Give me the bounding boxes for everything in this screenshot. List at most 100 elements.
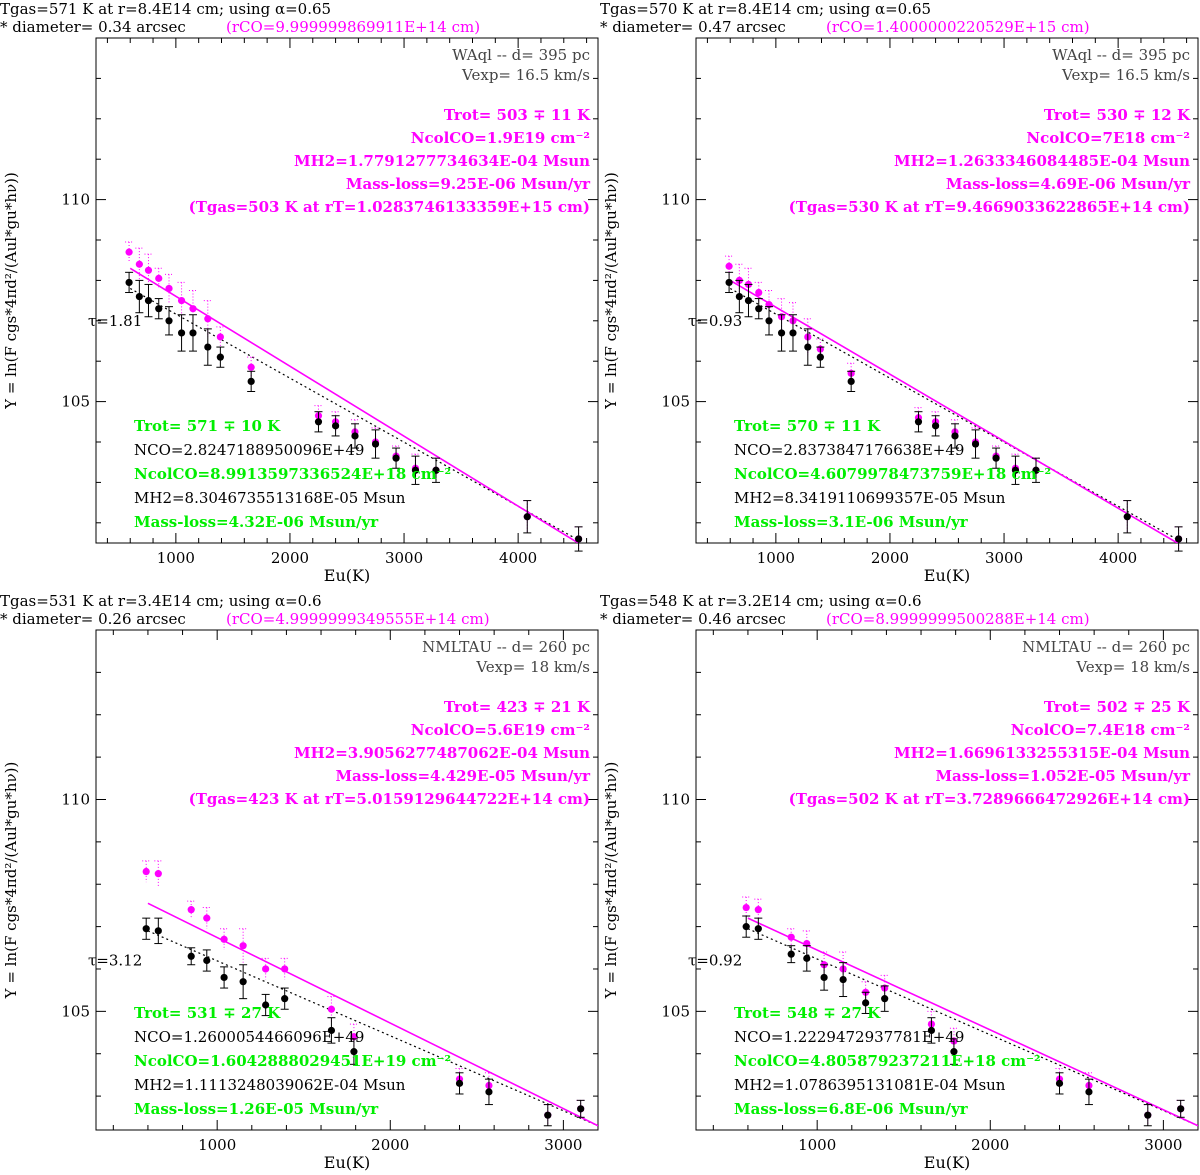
data-point-observed — [1085, 1088, 1093, 1096]
data-point-observed — [575, 535, 583, 543]
data-point-observed — [1011, 466, 1020, 474]
data-point-observed — [1144, 1111, 1152, 1119]
fit-result-observed: Trot= 570 ∓ 11 K — [734, 417, 881, 435]
x-tick-label: 4000 — [499, 549, 537, 567]
fit-result-corrected: Trot= 502 ∓ 25 K — [1044, 698, 1191, 716]
y-tick-label: 105 — [661, 393, 690, 411]
fit-result-observed: NcolCO=1.6042888029451E+19 cm⁻² — [134, 1052, 451, 1070]
y-axis-label: Y = ln(F cgs*4πd²/(Aul*gu*hν)) — [2, 172, 20, 410]
data-point-corrected — [142, 867, 150, 876]
data-point-observed — [803, 954, 811, 962]
y-tick-label: 110 — [61, 790, 90, 808]
data-point-observed — [351, 432, 359, 440]
data-point-observed — [432, 466, 440, 474]
data-point-corrected — [239, 942, 247, 950]
data-point-corrected — [187, 906, 195, 914]
tau-label: τ=3.12 — [88, 952, 142, 970]
x-tick-label: 2000 — [971, 1136, 1009, 1154]
data-point-corrected — [135, 260, 143, 268]
data-point-corrected — [247, 363, 255, 371]
data-point-observed — [839, 975, 847, 984]
header-rco: (rCO=8.9999999500288E+14 cm) — [826, 610, 1090, 628]
data-point-observed — [804, 343, 812, 351]
x-tick-label: 1000 — [157, 549, 195, 567]
data-point-observed — [187, 952, 195, 960]
data-point-observed — [544, 1111, 552, 1119]
header-line-1: Tgas=548 K at r=3.2E14 cm; using α=0.6 — [600, 592, 922, 610]
header-diameter: * diameter= 0.47 arcsec — [600, 18, 786, 36]
fit-line-corrected — [747, 917, 1198, 1127]
plot-frame — [95, 629, 599, 1131]
data-point-observed — [371, 440, 380, 448]
data-point-corrected — [154, 870, 162, 878]
fit-result-observed: NcolCO=4.6079978473759E+18 cm⁻² — [734, 465, 1051, 483]
data-point-observed — [220, 973, 228, 982]
vexp-label: Vexp= 16.5 km/s — [461, 66, 590, 84]
data-point-observed — [204, 343, 212, 351]
data-point-observed — [1032, 466, 1040, 474]
data-point-observed — [125, 278, 133, 287]
data-point-observed — [1123, 513, 1131, 521]
data-point-corrected — [754, 906, 762, 914]
star-label: WAql -- d= 395 pc — [452, 46, 590, 64]
x-tick-label: 2000 — [271, 549, 309, 567]
data-point-observed — [216, 353, 224, 361]
data-point-observed — [281, 995, 289, 1003]
chart-panel-1: Tgas=571 K at r=8.4E14 cm; using α=0.65*… — [0, 0, 599, 585]
star-label: NMLTAU -- d= 260 pc — [422, 638, 590, 656]
fit-result-corrected: MH2=1.2633346084485E-04 Msun — [894, 152, 1190, 170]
fit-result-observed: MH2=8.3046735513168E-05 Msun — [134, 489, 406, 507]
fit-result-corrected: Mass-loss=4.429E-05 Msun/yr — [335, 767, 591, 785]
data-point-observed — [331, 422, 340, 430]
tau-label: τ=1.81 — [88, 312, 142, 330]
fit-result-corrected: Trot= 503 ∓ 11 K — [444, 106, 591, 124]
x-tick-label: 1000 — [198, 1136, 236, 1154]
plot-frame — [695, 37, 1199, 544]
y-tick-label: 105 — [661, 1002, 690, 1020]
fit-result-observed: Mass-loss=4.32E-06 Msun/yr — [134, 513, 379, 531]
y-axis-label: Y = ln(F cgs*4πd²/(Aul*gu*hν)) — [2, 762, 20, 1000]
data-point-corrected — [281, 965, 289, 973]
data-point-observed — [262, 1001, 270, 1009]
data-point-observed — [992, 454, 1000, 462]
header-line-1: Tgas=571 K at r=8.4E14 cm; using α=0.65 — [0, 0, 331, 18]
y-axis-label: Y = ln(F cgs*4πd²/(Aul*gu*hν)) — [602, 762, 620, 1000]
x-tick-label: 2000 — [371, 1136, 409, 1154]
data-point-corrected — [125, 248, 133, 256]
fit-result-corrected: NcolCO=7E18 cm⁻² — [1026, 129, 1190, 147]
data-point-observed — [411, 466, 420, 474]
data-point-corrected — [144, 266, 153, 274]
fit-result-observed: NCO=1.2229472937781E+49 — [734, 1028, 964, 1046]
data-point-observed — [314, 418, 323, 426]
fit-result-corrected: (Tgas=423 K at rT=5.0159129644722E+14 cm… — [189, 790, 590, 808]
x-tick-label: 3000 — [1144, 1136, 1182, 1154]
vexp-label: Vexp= 18 km/s — [1075, 658, 1190, 676]
data-point-observed — [725, 278, 733, 287]
plot-frame — [695, 629, 1199, 1131]
fit-result-observed: MH2=1.0786395131081E-04 Msun — [734, 1076, 1006, 1094]
data-point-corrected — [220, 935, 228, 943]
data-point-observed — [1177, 1105, 1185, 1113]
fit-result-observed: MH2=8.3419110699357E-05 Msun — [734, 489, 1006, 507]
x-axis-label: Eu(K) — [324, 566, 370, 585]
data-point-observed — [485, 1088, 493, 1096]
data-point-corrected — [204, 315, 212, 323]
fit-result-corrected: Mass-loss=9.25E-06 Msun/yr — [346, 175, 591, 193]
data-point-observed — [455, 1079, 464, 1087]
data-point-observed — [189, 329, 197, 337]
data-point-observed — [247, 377, 255, 385]
x-tick-label: 3000 — [544, 1136, 582, 1154]
x-tick-label: 3000 — [385, 549, 423, 567]
data-point-observed — [847, 377, 855, 385]
fit-result-corrected: MH2=1.7791277734634E-04 Msun — [294, 152, 590, 170]
fit-result-observed: NcolCO=8.9913597336524E+18 cm⁻² — [134, 465, 451, 483]
data-point-observed — [144, 297, 153, 305]
fit-line-corrected — [729, 279, 1179, 543]
chart-panel-3: Tgas=531 K at r=3.4E14 cm; using α=0.6* … — [0, 592, 599, 1172]
star-label: NMLTAU -- d= 260 pc — [1022, 638, 1190, 656]
data-point-observed — [950, 1048, 958, 1056]
data-point-corrected — [216, 333, 224, 341]
y-tick-label: 110 — [61, 191, 90, 209]
header-rco: (rCO=1.4000000220529E+15 cm) — [826, 18, 1090, 36]
